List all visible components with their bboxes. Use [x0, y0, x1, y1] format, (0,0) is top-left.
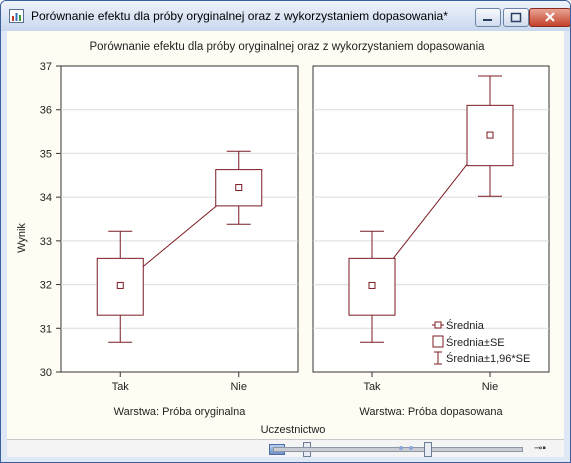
title-bar[interactable]: Porównanie efektu dla próby oryginalnej … — [1, 1, 570, 31]
y-tick-label: 31 — [40, 323, 52, 335]
x-tick-label: Nie — [230, 381, 247, 393]
legend-se-box — [432, 335, 444, 348]
y-tick-label: 32 — [40, 280, 52, 292]
chart-panels: Tak Nie Warstwa: Próba oryginalna Tak Nie War… — [60, 65, 550, 418]
chart-title: Porównanie efektu dla próby oryginalnej … — [89, 41, 485, 53]
zoom-slider-track[interactable] — [273, 447, 523, 452]
y-axis-label: Wynik — [16, 223, 28, 253]
y-tick-label: 36 — [40, 105, 52, 117]
maximize-button[interactable] — [503, 8, 529, 27]
window-title: Porównanie efektu dla próby oryginalnej … — [31, 9, 448, 23]
mean-marker — [116, 281, 124, 289]
maximize-icon — [510, 12, 522, 23]
legend-label-ci: Średnia±1,96*SE — [446, 352, 530, 365]
x-tick-label: Nie — [482, 381, 499, 393]
y-tick-label: 37 — [40, 61, 52, 73]
chart-panel-2: Tak Nie Warstwa: Próba dopasowana — [312, 65, 550, 418]
zoom-slider-dot — [399, 446, 403, 450]
close-icon — [545, 12, 555, 22]
y-tick-label: 35 — [40, 148, 52, 160]
zoom-slider-dot — [409, 446, 413, 450]
plot-frame — [60, 65, 299, 373]
y-tick-label: 33 — [40, 236, 52, 248]
chart-area: Porównanie efektu dla próby oryginalnej … — [7, 31, 564, 439]
status-bar: ⊸▪ — [7, 439, 564, 457]
x-axis-label: Uczestnictwo — [261, 424, 326, 436]
minimize-button[interactable] — [475, 8, 501, 27]
x-tick-label: Tak — [112, 381, 130, 393]
minimize-icon — [483, 19, 492, 21]
chart-panel-1: Tak Nie Warstwa: Próba oryginalna — [60, 65, 299, 418]
legend-label-se: Średnia±SE — [446, 336, 505, 349]
mean-marker — [486, 131, 494, 139]
y-tick-label: 34 — [40, 192, 52, 204]
legend-mean-marker — [434, 321, 442, 329]
mean-marker — [368, 281, 376, 289]
x-tick-label: Tak — [363, 381, 381, 393]
close-button[interactable] — [529, 8, 570, 27]
zoom-key-icon[interactable]: ⊸▪ — [534, 443, 546, 454]
panel-label: Warstwa: Próba oryginalna — [114, 406, 247, 418]
mean-marker — [235, 184, 243, 192]
panel-label: Warstwa: Próba dopasowana — [359, 406, 503, 418]
chart-svg: Porównanie efektu dla próby oryginalnej … — [16, 41, 550, 436]
plot-frame — [312, 65, 550, 373]
y-tick-label: 30 — [40, 367, 52, 379]
legend-label-mean: Średnia — [446, 319, 485, 332]
chart-legend: Średnia Średnia±SE Średnia±1,96*SE — [432, 319, 530, 365]
zoom-slider-end-handle[interactable] — [424, 442, 432, 457]
y-axis: 30 31 32 33 34 35 36 37 — [40, 61, 61, 379]
chart-document-icon — [9, 9, 24, 23]
